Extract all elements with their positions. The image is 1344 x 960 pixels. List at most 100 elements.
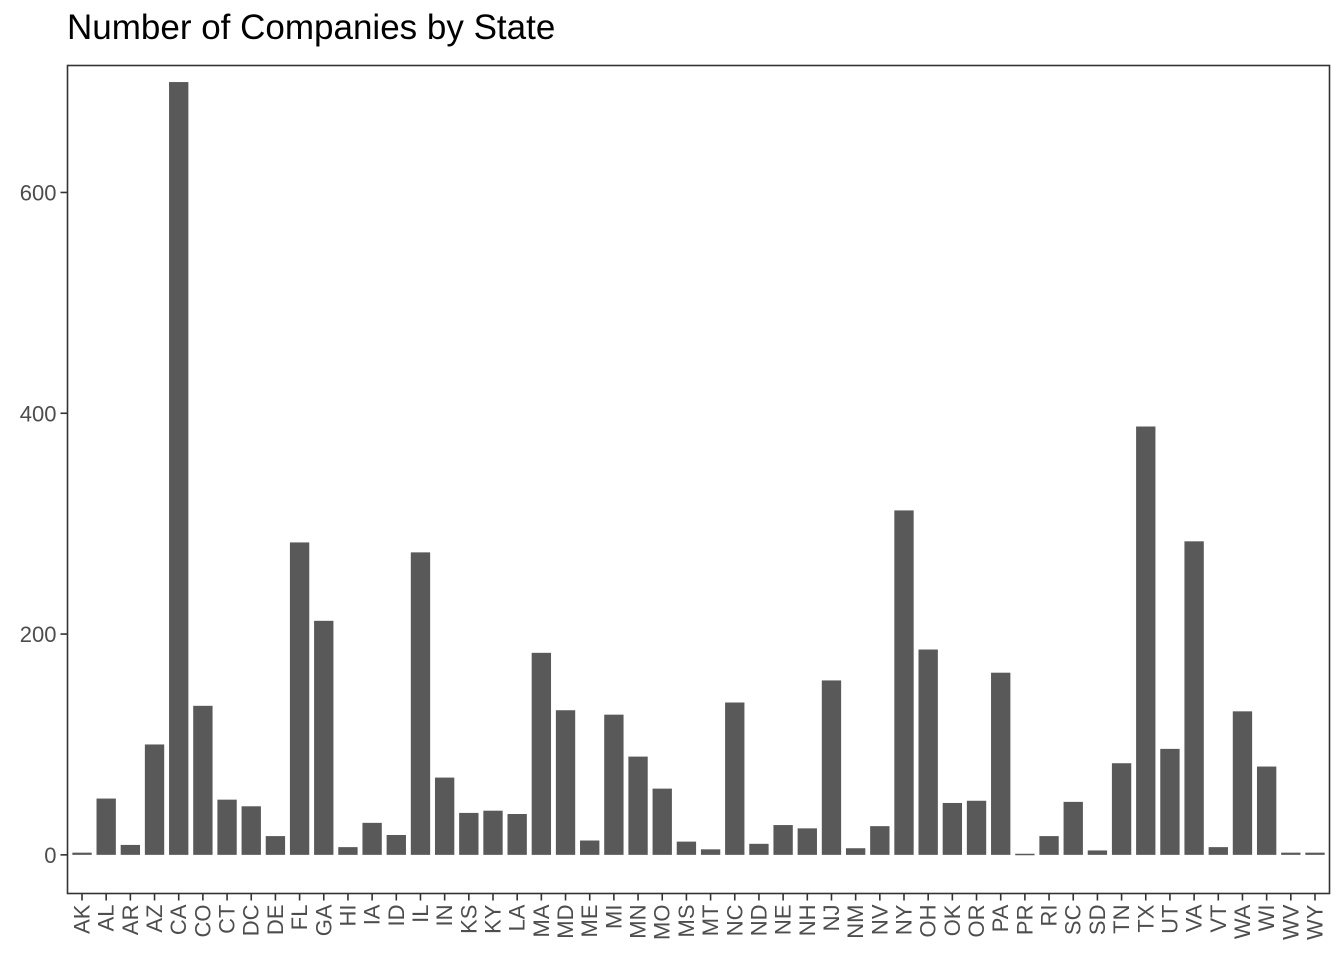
bar-az [144,744,165,855]
bar-ga [314,620,334,855]
bar-dc [241,806,261,855]
x-tick-label-wy: WY [1302,904,1327,940]
x-tick-label-vt: VT [1206,905,1231,933]
x-tick-label-mt: MT [698,905,723,937]
x-tick-label-md: MD [553,905,578,939]
bar-la [507,814,527,855]
bar-ne [773,825,793,855]
bar-ia [362,822,382,855]
bar-nm [845,848,866,855]
x-tick-label-nd: ND [746,905,771,937]
x-tick-label-pa: PA [988,904,1013,932]
x-tick-label-co: CO [190,905,215,938]
bar-nh [797,828,817,855]
bar-pa [991,672,1011,855]
plot-panel-border [66,64,1331,895]
bar-ma [531,652,552,855]
x-tick-label-la: LA [505,904,530,931]
bar-in [434,777,455,855]
x-tick-label-ok: OK [940,904,965,936]
x-tick-label-fl: FL [287,905,312,931]
bar-co [193,705,213,855]
x-tick-label-ar: AR [118,905,143,936]
y-tick-label: 600 [20,180,57,205]
bar-wv [1281,852,1301,855]
bar-il [410,552,431,855]
x-tick-label-mi: MI [601,905,626,929]
bar-mi [604,714,624,855]
bar-fl [289,542,310,855]
bar-md [555,710,576,855]
y-tick-label: 200 [20,622,57,647]
x-tick-label-nh: NH [795,905,820,937]
x-tick-label-il: IL [408,905,433,923]
bar-wy [1305,852,1325,855]
x-axis: AK AL AR AZ CA CO CT DC DE FL GA HI IA ID IL IN KS KY LA MA… [70,893,1327,940]
bar-ut [1160,748,1180,855]
bar-mo [652,788,672,855]
bar-tx [1136,426,1156,855]
bar-id [386,834,406,855]
x-tick-label-mo: MO [650,905,675,940]
x-tick-label-id: ID [384,905,409,927]
x-tick-label-tn: TN [1109,905,1134,934]
bar-hi [338,847,358,855]
x-tick-label-ms: MS [674,905,699,938]
x-tick-label-wv: WV [1278,904,1303,940]
bar-nv [870,826,890,855]
bar-ak [72,852,92,855]
x-tick-label-ky: KY [481,904,506,934]
x-tick-label-in: IN [432,905,457,927]
chart-title: Number of Companies by State [67,8,556,47]
x-tick-label-me: ME [577,905,602,938]
bar-oh [918,649,938,855]
bar-wi [1256,766,1277,855]
bar-mt [700,849,721,855]
bar-ks [459,812,479,855]
y-axis: 0 200 400 600 [20,180,68,868]
x-tick-label-tx: TX [1133,904,1158,932]
x-tick-label-oh: OH [916,905,941,938]
y-tick-label: 0 [44,843,56,868]
bar-ky [483,810,503,855]
x-tick-label-dc: DC [239,904,264,936]
x-tick-label-pr: PR [1012,905,1037,936]
x-tick-label-az: AZ [142,905,167,933]
x-tick-label-ca: CA [166,904,191,935]
x-tick-label-ga: GA [311,904,336,936]
bars-group [72,82,1325,856]
bar-ca [169,82,189,855]
bar-pr [1015,853,1035,856]
x-tick-label-wi: WI [1254,905,1279,932]
x-tick-label-or: OR [964,905,989,938]
bar-tn [1111,763,1132,855]
x-tick-label-mn: MN [626,905,651,939]
bar-nd [749,843,769,855]
x-tick-label-nv: NV [867,904,892,935]
x-tick-label-ne: NE [771,905,796,936]
bar-sc [1063,801,1083,855]
x-tick-label-ks: KS [456,905,481,934]
x-tick-label-sd: SD [1085,905,1110,936]
bar-wa [1232,711,1253,855]
bar-ct [217,799,237,855]
x-tick-label-ut: UT [1157,905,1182,934]
x-tick-label-ia: IA [360,904,385,925]
bar-me [580,840,600,855]
bar-ny [894,510,914,855]
x-tick-label-wa: WA [1230,904,1255,939]
x-tick-label-ri: RI [1037,905,1062,927]
x-tick-label-nc: NC [722,904,747,936]
x-tick-label-ak: AK [70,904,95,934]
x-tick-label-ct: CT [215,905,240,934]
bar-al [96,798,116,855]
x-tick-label-nj: NJ [819,905,844,932]
bar-de [265,836,286,855]
x-tick-label-sc: SC [1061,904,1086,935]
bar-sd [1087,850,1108,855]
bar-vt [1208,847,1228,855]
bar-ok [942,802,963,855]
bar-nj [821,680,842,855]
x-tick-label-hi: HI [335,905,360,927]
